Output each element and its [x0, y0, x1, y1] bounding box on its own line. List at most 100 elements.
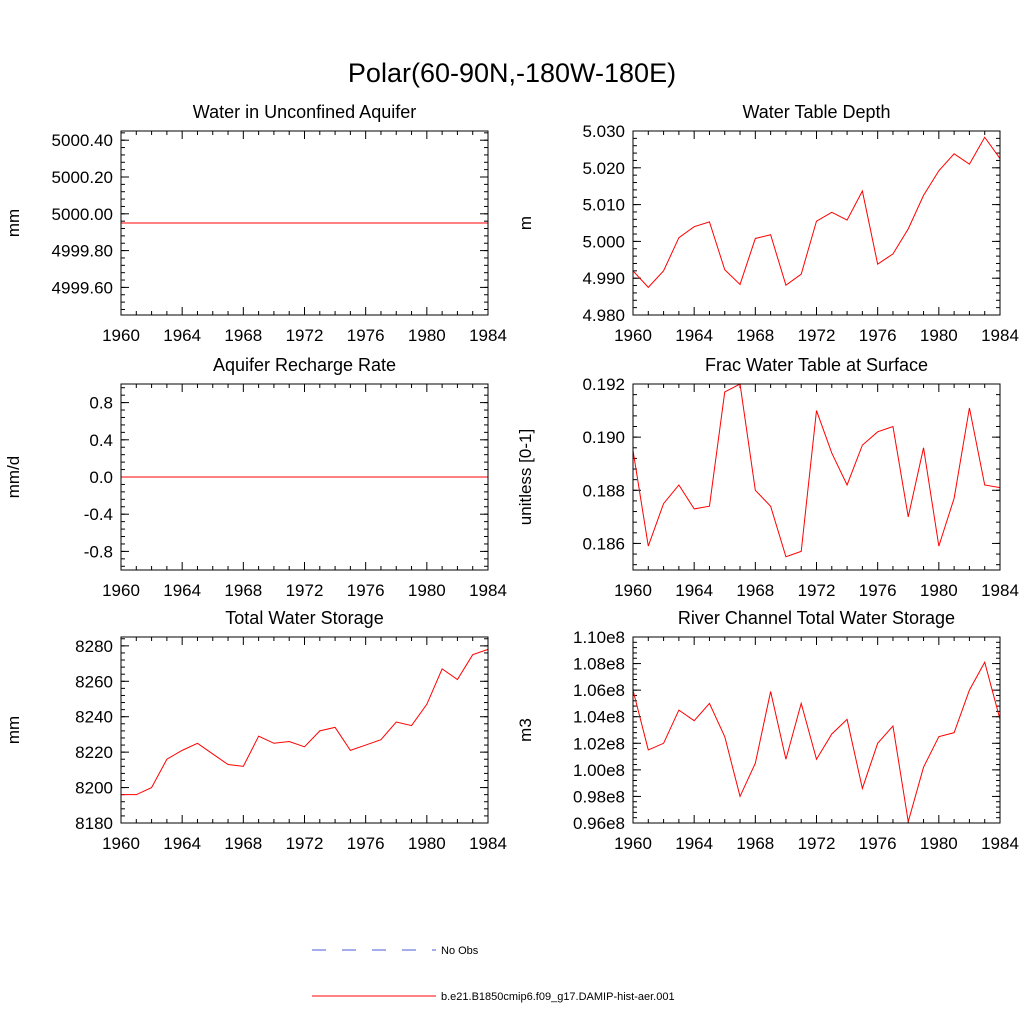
x-tick-label: 1984	[469, 581, 507, 600]
series-line	[632, 383, 1001, 558]
figure-title: Polar(60-90N,-180W-180E)	[348, 58, 676, 88]
x-tick-label: 1972	[286, 326, 324, 345]
x-tick-label: 1980	[920, 581, 958, 600]
x-tick-label: 1964	[163, 834, 201, 853]
y-tick-label: 1.04e8	[573, 708, 625, 727]
y-tick-label: 8280	[75, 637, 113, 656]
x-tick-label: 1976	[859, 581, 897, 600]
plot-frame	[632, 383, 1001, 571]
y-tick-label: 1.06e8	[573, 681, 625, 700]
y-axis-label: m	[516, 216, 535, 230]
x-tick-label: 1984	[981, 834, 1019, 853]
plot-frame	[120, 130, 489, 316]
x-tick-label: 1984	[981, 581, 1019, 600]
panel-6: River Channel Total Water Storage 1960 196…	[516, 608, 1019, 853]
panel-title: River Channel Total Water Storage	[678, 608, 955, 628]
series-line	[121, 648, 489, 796]
y-tick-label: 5.020	[582, 159, 625, 178]
panel-title: Water in Unconfined Aquifer	[193, 102, 416, 122]
panel-title: Aquifer Recharge Rate	[213, 355, 396, 375]
x-tick-label: 1968	[736, 581, 774, 600]
x-tick-label: 1972	[798, 834, 836, 853]
x-tick-label: 1960	[614, 581, 652, 600]
y-tick-label: 8260	[75, 672, 113, 691]
x-tick-label: 1980	[920, 834, 958, 853]
x-tick-label: 1984	[469, 834, 507, 853]
legend-label-model: b.e21.B1850cmip6.f09_g17.DAMIP-hist-aer.…	[441, 991, 675, 1003]
y-tick-label: 4999.80	[52, 242, 113, 261]
x-tick-label: 1976	[347, 326, 385, 345]
x-tick-label: 1976	[859, 326, 897, 345]
x-tick-label: 1968	[736, 326, 774, 345]
y-tick-label: 8200	[75, 779, 113, 798]
y-tick-label: 5.030	[582, 122, 625, 141]
y-tick-label: 0.190	[582, 428, 625, 447]
x-tick-label: 1960	[614, 326, 652, 345]
legend-label-no-obs: No Obs	[441, 945, 479, 957]
y-axis-label: mm/d	[4, 456, 23, 499]
y-tick-label: 1.00e8	[573, 761, 625, 780]
plot-frame	[632, 636, 1001, 824]
y-tick-label: 0.192	[582, 375, 625, 394]
y-tick-label: -0.4	[84, 505, 113, 524]
x-tick-label: 1980	[920, 326, 958, 345]
x-tick-label: 1964	[675, 581, 713, 600]
series-line	[632, 660, 1001, 822]
x-tick-label: 1968	[224, 581, 262, 600]
x-tick-label: 1972	[798, 581, 836, 600]
y-tick-label: 0.186	[582, 534, 625, 553]
x-tick-label: 1968	[736, 834, 774, 853]
y-axis-label: m3	[516, 718, 535, 742]
y-tick-label: 5.000	[582, 232, 625, 251]
plot-frame	[120, 383, 489, 571]
y-tick-label: 8220	[75, 743, 113, 762]
x-tick-label: 1960	[614, 834, 652, 853]
y-tick-label: 1.02e8	[573, 734, 625, 753]
y-tick-label: 8180	[75, 814, 113, 833]
x-tick-label: 1976	[347, 834, 385, 853]
y-tick-label: 5.010	[582, 196, 625, 215]
y-tick-label: 0.96e8	[573, 814, 625, 833]
panel-1: Water in Unconfined Aquifer 1960 1964 1968 1…	[4, 102, 507, 345]
y-tick-label: 4999.60	[52, 278, 113, 297]
x-tick-label: 1968	[224, 326, 262, 345]
x-tick-label: 1968	[224, 834, 262, 853]
series-line	[632, 136, 1001, 289]
panel-2: Water Table Depth 1960 1964 1968 1972 1976 198…	[516, 102, 1019, 345]
y-tick-label: 8240	[75, 708, 113, 727]
panel-5: Total Water Storage 1960 1964 1968 1972 1976 1…	[4, 608, 507, 853]
y-tick-label: 4.980	[582, 306, 625, 325]
x-tick-label: 1984	[981, 326, 1019, 345]
x-tick-label: 1964	[163, 581, 201, 600]
y-tick-label: 0.0	[89, 468, 113, 487]
x-tick-label: 1972	[286, 581, 324, 600]
x-tick-label: 1960	[102, 581, 140, 600]
x-tick-label: 1960	[102, 834, 140, 853]
y-tick-label: 0.8	[89, 394, 113, 413]
legend: No Obs b.e21.B1850cmip6.f09_g17.DAMIP-hi…	[312, 945, 675, 1003]
y-axis-label: mm	[4, 209, 23, 237]
y-tick-label: 5000.40	[52, 131, 113, 150]
x-tick-label: 1980	[408, 834, 446, 853]
y-tick-label: 0.98e8	[573, 787, 625, 806]
panel-title: Frac Water Table at Surface	[705, 355, 928, 375]
panel-3: Aquifer Recharge Rate 1960 1964 1968 1972 197…	[4, 355, 507, 600]
x-tick-label: 1984	[469, 326, 507, 345]
y-tick-label: 4.990	[582, 269, 625, 288]
panels: Water in Unconfined Aquifer 1960 1964 1968 1…	[4, 102, 1019, 853]
panel-title: Total Water Storage	[225, 608, 383, 628]
y-tick-label: 5000.00	[52, 205, 113, 224]
panel-4: Frac Water Table at Surface 1960 1964 1968 1…	[516, 355, 1019, 600]
x-tick-label: 1976	[859, 834, 897, 853]
x-tick-label: 1972	[798, 326, 836, 345]
x-tick-label: 1980	[408, 326, 446, 345]
x-tick-label: 1964	[675, 326, 713, 345]
x-tick-label: 1980	[408, 581, 446, 600]
y-tick-label: 1.08e8	[573, 655, 625, 674]
y-axis-label: unitless [0-1]	[516, 429, 535, 525]
y-tick-label: -0.8	[84, 542, 113, 561]
x-tick-label: 1972	[286, 834, 324, 853]
y-axis-label: mm	[4, 716, 23, 744]
y-tick-label: 0.4	[89, 431, 113, 450]
